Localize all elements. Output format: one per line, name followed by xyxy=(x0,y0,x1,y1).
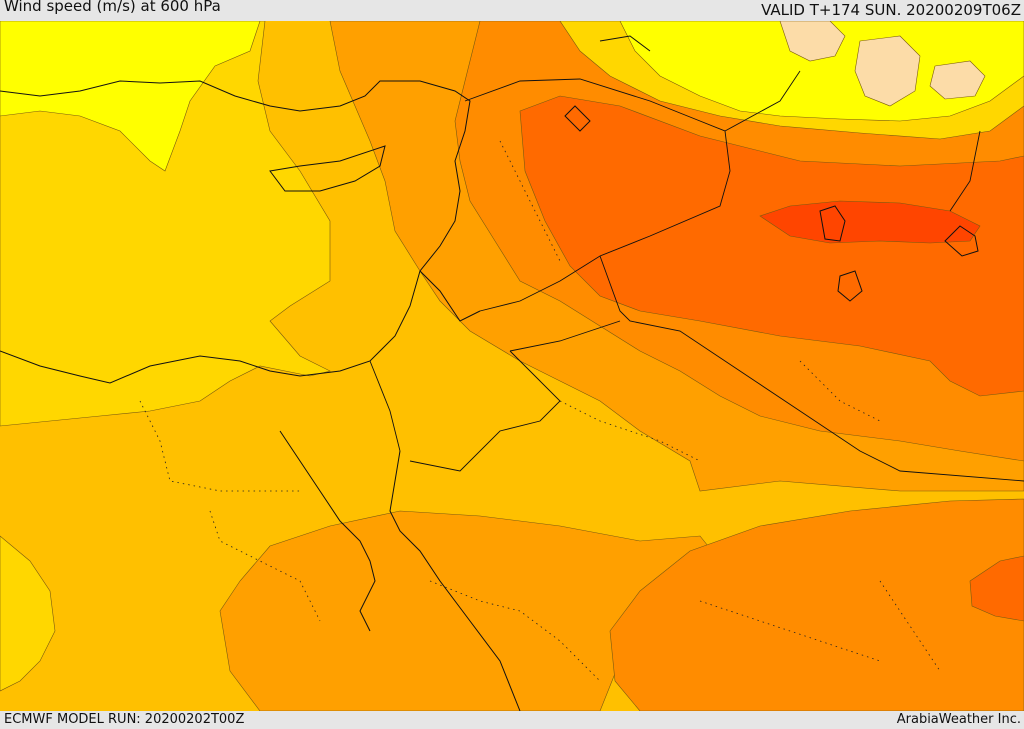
band-2-southwest xyxy=(0,535,56,692)
valid-time: VALID T+174 SUN. 20200209T06Z xyxy=(761,1,1021,19)
map-canvas xyxy=(0,21,1024,711)
credit: ArabiaWeather Inc. xyxy=(896,712,1021,727)
wind-speed-map xyxy=(0,21,1024,711)
coastlines xyxy=(0,35,979,711)
internal-boundaries xyxy=(139,140,941,682)
band-7-max-core xyxy=(759,200,981,244)
band-8-patch-3 xyxy=(929,60,986,100)
model-run: ECMWF MODEL RUN: 20200202T00Z xyxy=(4,712,245,727)
band-5-southeast xyxy=(609,498,1024,711)
band-2-west xyxy=(0,21,331,427)
band-6-southeast xyxy=(969,555,1024,622)
band-6-jet-core xyxy=(519,95,1024,397)
borders xyxy=(369,70,1024,482)
band-1-north xyxy=(619,21,1024,122)
header-bar: Wind speed (m/s) at 600 hPa VALID T+174 … xyxy=(0,0,1024,21)
band-8-patch-1 xyxy=(779,21,846,62)
band-8-patch-2 xyxy=(854,35,921,107)
map-title: Wind speed (m/s) at 600 hPa xyxy=(4,0,221,15)
band-1-northwest xyxy=(0,21,261,172)
footer-bar: ECMWF MODEL RUN: 20200202T00Z ArabiaWeat… xyxy=(0,711,1024,729)
